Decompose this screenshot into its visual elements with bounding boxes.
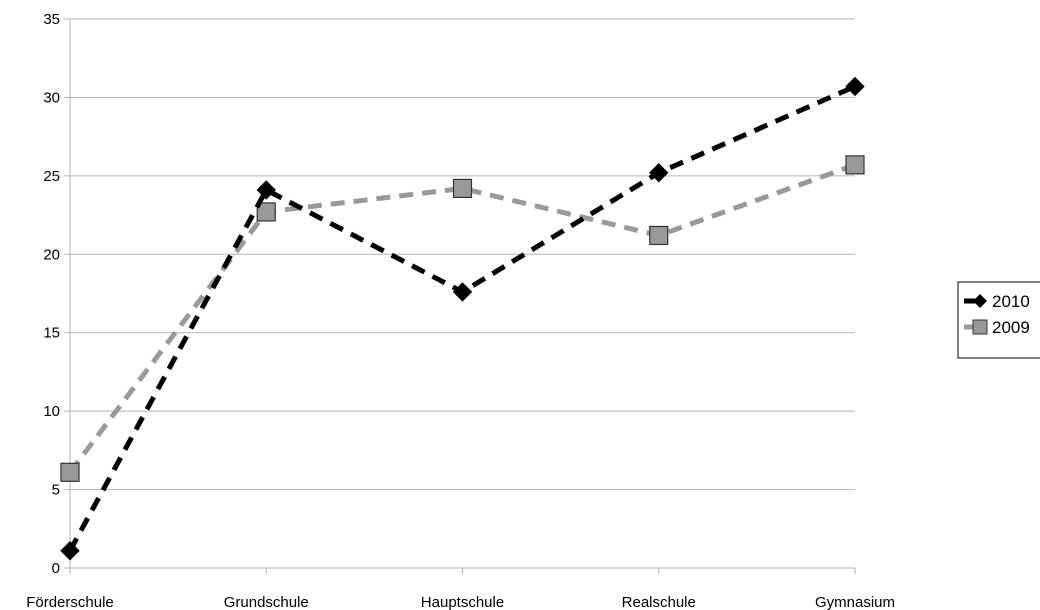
legend-label-2009: 2009 <box>992 318 1030 337</box>
x-axis-tick-labels: Förderschule Grundschule Hauptschule Realsc… <box>26 594 895 610</box>
y-axis-tick-labels: 0 5 10 15 20 25 30 35 <box>43 11 60 577</box>
y-tick-label-15: 15 <box>43 325 60 342</box>
x-tick-label-4: Gymnasium <box>815 594 895 610</box>
y-tick-label-35: 35 <box>43 11 60 28</box>
y-tick-label-0: 0 <box>52 560 60 577</box>
point-2010-Grundschule <box>256 180 276 200</box>
y-tick-label-20: 20 <box>43 246 60 263</box>
series-layer <box>60 76 865 561</box>
x-tick-label-0: Förderschule <box>26 594 114 610</box>
y-tick-label-30: 30 <box>43 89 60 106</box>
legend-item-2010: 2010 <box>964 292 1030 311</box>
legend-marker-2010 <box>973 294 987 308</box>
point-2009-Grundschule <box>256 202 276 222</box>
point-2009-Hauptschule <box>452 178 473 199</box>
legend: 2010 2009 <box>957 281 1040 359</box>
point-2009-Gymnasium <box>845 155 865 175</box>
legend-label-2010: 2010 <box>992 292 1030 311</box>
point-2009-Realschule <box>649 225 669 246</box>
point-2010-Gymnasium <box>845 76 865 97</box>
point-2010-Hauptschule <box>452 282 473 302</box>
point-2010-Förderschule <box>60 541 80 561</box>
legend-marker-2009 <box>972 319 988 335</box>
x-tick-label-2: Hauptschule <box>421 594 504 610</box>
grid-lines <box>70 18 855 491</box>
x-tick-label-3: Realschule <box>622 594 696 610</box>
series-2009 <box>60 155 865 482</box>
series-line-2009 <box>68 162 856 474</box>
point-2010-Realschule <box>649 163 669 183</box>
legend-box <box>957 281 1040 359</box>
legend-item-2009: 2009 <box>964 318 1030 337</box>
x-tick-label-1: Grundschule <box>224 594 309 610</box>
series-2010 <box>60 76 865 561</box>
point-2009-Förderschule <box>60 462 80 482</box>
y-tick-label-5: 5 <box>52 482 60 499</box>
y-tick-label-10: 10 <box>43 403 60 420</box>
y-tick-label-25: 25 <box>43 168 60 185</box>
